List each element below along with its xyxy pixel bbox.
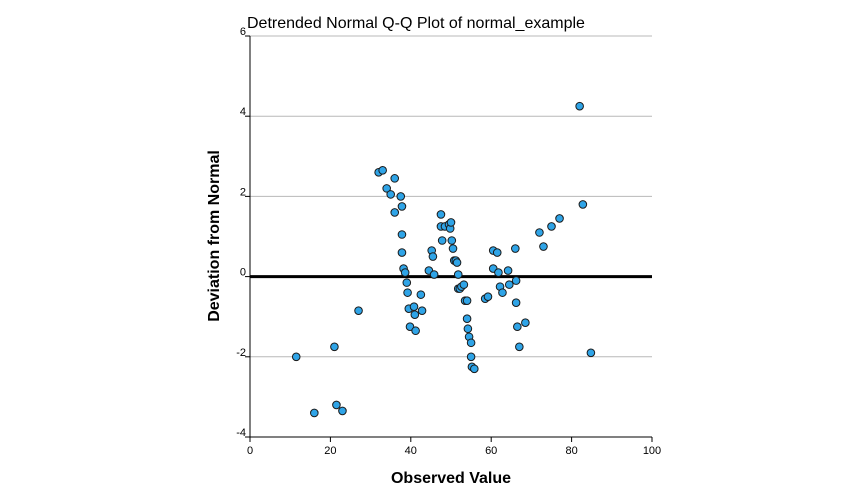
data-point (586, 348, 596, 358)
data-point (539, 242, 548, 251)
data-point (515, 342, 524, 352)
data-point (511, 298, 521, 307)
y-tick-label: -2 (236, 347, 246, 359)
data-point (511, 276, 521, 285)
data-point (447, 236, 457, 245)
data-point (555, 214, 564, 223)
data-points (291, 101, 596, 418)
data-point (503, 266, 513, 275)
data-point (437, 236, 447, 245)
x-axis-ticks: 0 20 40 60 80 100 (247, 437, 661, 457)
data-point (462, 296, 472, 305)
data-point (448, 244, 458, 253)
data-point (462, 314, 472, 324)
x-tick-label: 20 (324, 445, 336, 457)
y-tick-label: 0 (240, 267, 246, 279)
data-point (578, 200, 588, 209)
y-tick-label: 6 (240, 26, 246, 38)
data-point (483, 292, 493, 301)
data-point (411, 326, 420, 336)
data-point (466, 338, 476, 348)
data-point (409, 302, 419, 311)
data-point (459, 280, 469, 289)
data-point (397, 230, 407, 239)
y-axis-title: Deviation from Normal (206, 150, 223, 322)
data-point (428, 252, 438, 261)
data-point (403, 288, 412, 297)
data-point (402, 278, 412, 287)
data-point (378, 166, 387, 175)
x-axis-title: Observed Value (391, 470, 511, 487)
gridlines (250, 35, 652, 358)
data-point (492, 248, 502, 257)
data-point (511, 244, 520, 253)
x-tick-label: 0 (247, 445, 253, 457)
data-point (547, 222, 556, 231)
axes (249, 36, 652, 438)
data-point (429, 270, 439, 279)
data-point (498, 288, 507, 297)
data-point (452, 258, 462, 267)
data-point (396, 192, 406, 201)
data-point (521, 318, 530, 328)
data-point (390, 174, 400, 183)
data-point (417, 306, 427, 315)
y-tick-label: 2 (240, 186, 246, 198)
data-point (338, 406, 347, 416)
data-point (466, 352, 476, 362)
y-tick-label: 4 (240, 106, 246, 118)
data-point (494, 268, 503, 277)
y-tick-label: -4 (236, 427, 246, 439)
data-point (386, 190, 396, 199)
data-point (513, 322, 522, 332)
data-point (436, 210, 446, 219)
data-point (330, 342, 339, 352)
data-point (446, 218, 456, 227)
x-tick-label: 80 (565, 445, 577, 457)
data-point (397, 202, 407, 211)
data-point (397, 248, 407, 257)
data-point (575, 101, 584, 111)
x-tick-label: 40 (405, 445, 417, 457)
data-point (470, 364, 479, 374)
chart-title: Detrended Normal Q-Q Plot of normal_exam… (247, 15, 585, 32)
data-point (504, 280, 514, 289)
data-point (410, 310, 420, 319)
data-point (416, 290, 426, 299)
data-point (453, 270, 463, 279)
data-point (390, 208, 400, 217)
data-point (382, 184, 391, 193)
x-tick-label: 60 (485, 445, 497, 457)
data-point (310, 408, 319, 418)
data-point (291, 352, 301, 362)
data-point (354, 306, 363, 315)
data-point (535, 228, 544, 237)
data-point (400, 268, 410, 277)
data-point (463, 324, 473, 334)
y-axis-ticks: -4 -2 0 2 4 6 (236, 26, 250, 439)
x-tick-label: 100 (643, 445, 661, 457)
data-point (332, 400, 341, 410)
